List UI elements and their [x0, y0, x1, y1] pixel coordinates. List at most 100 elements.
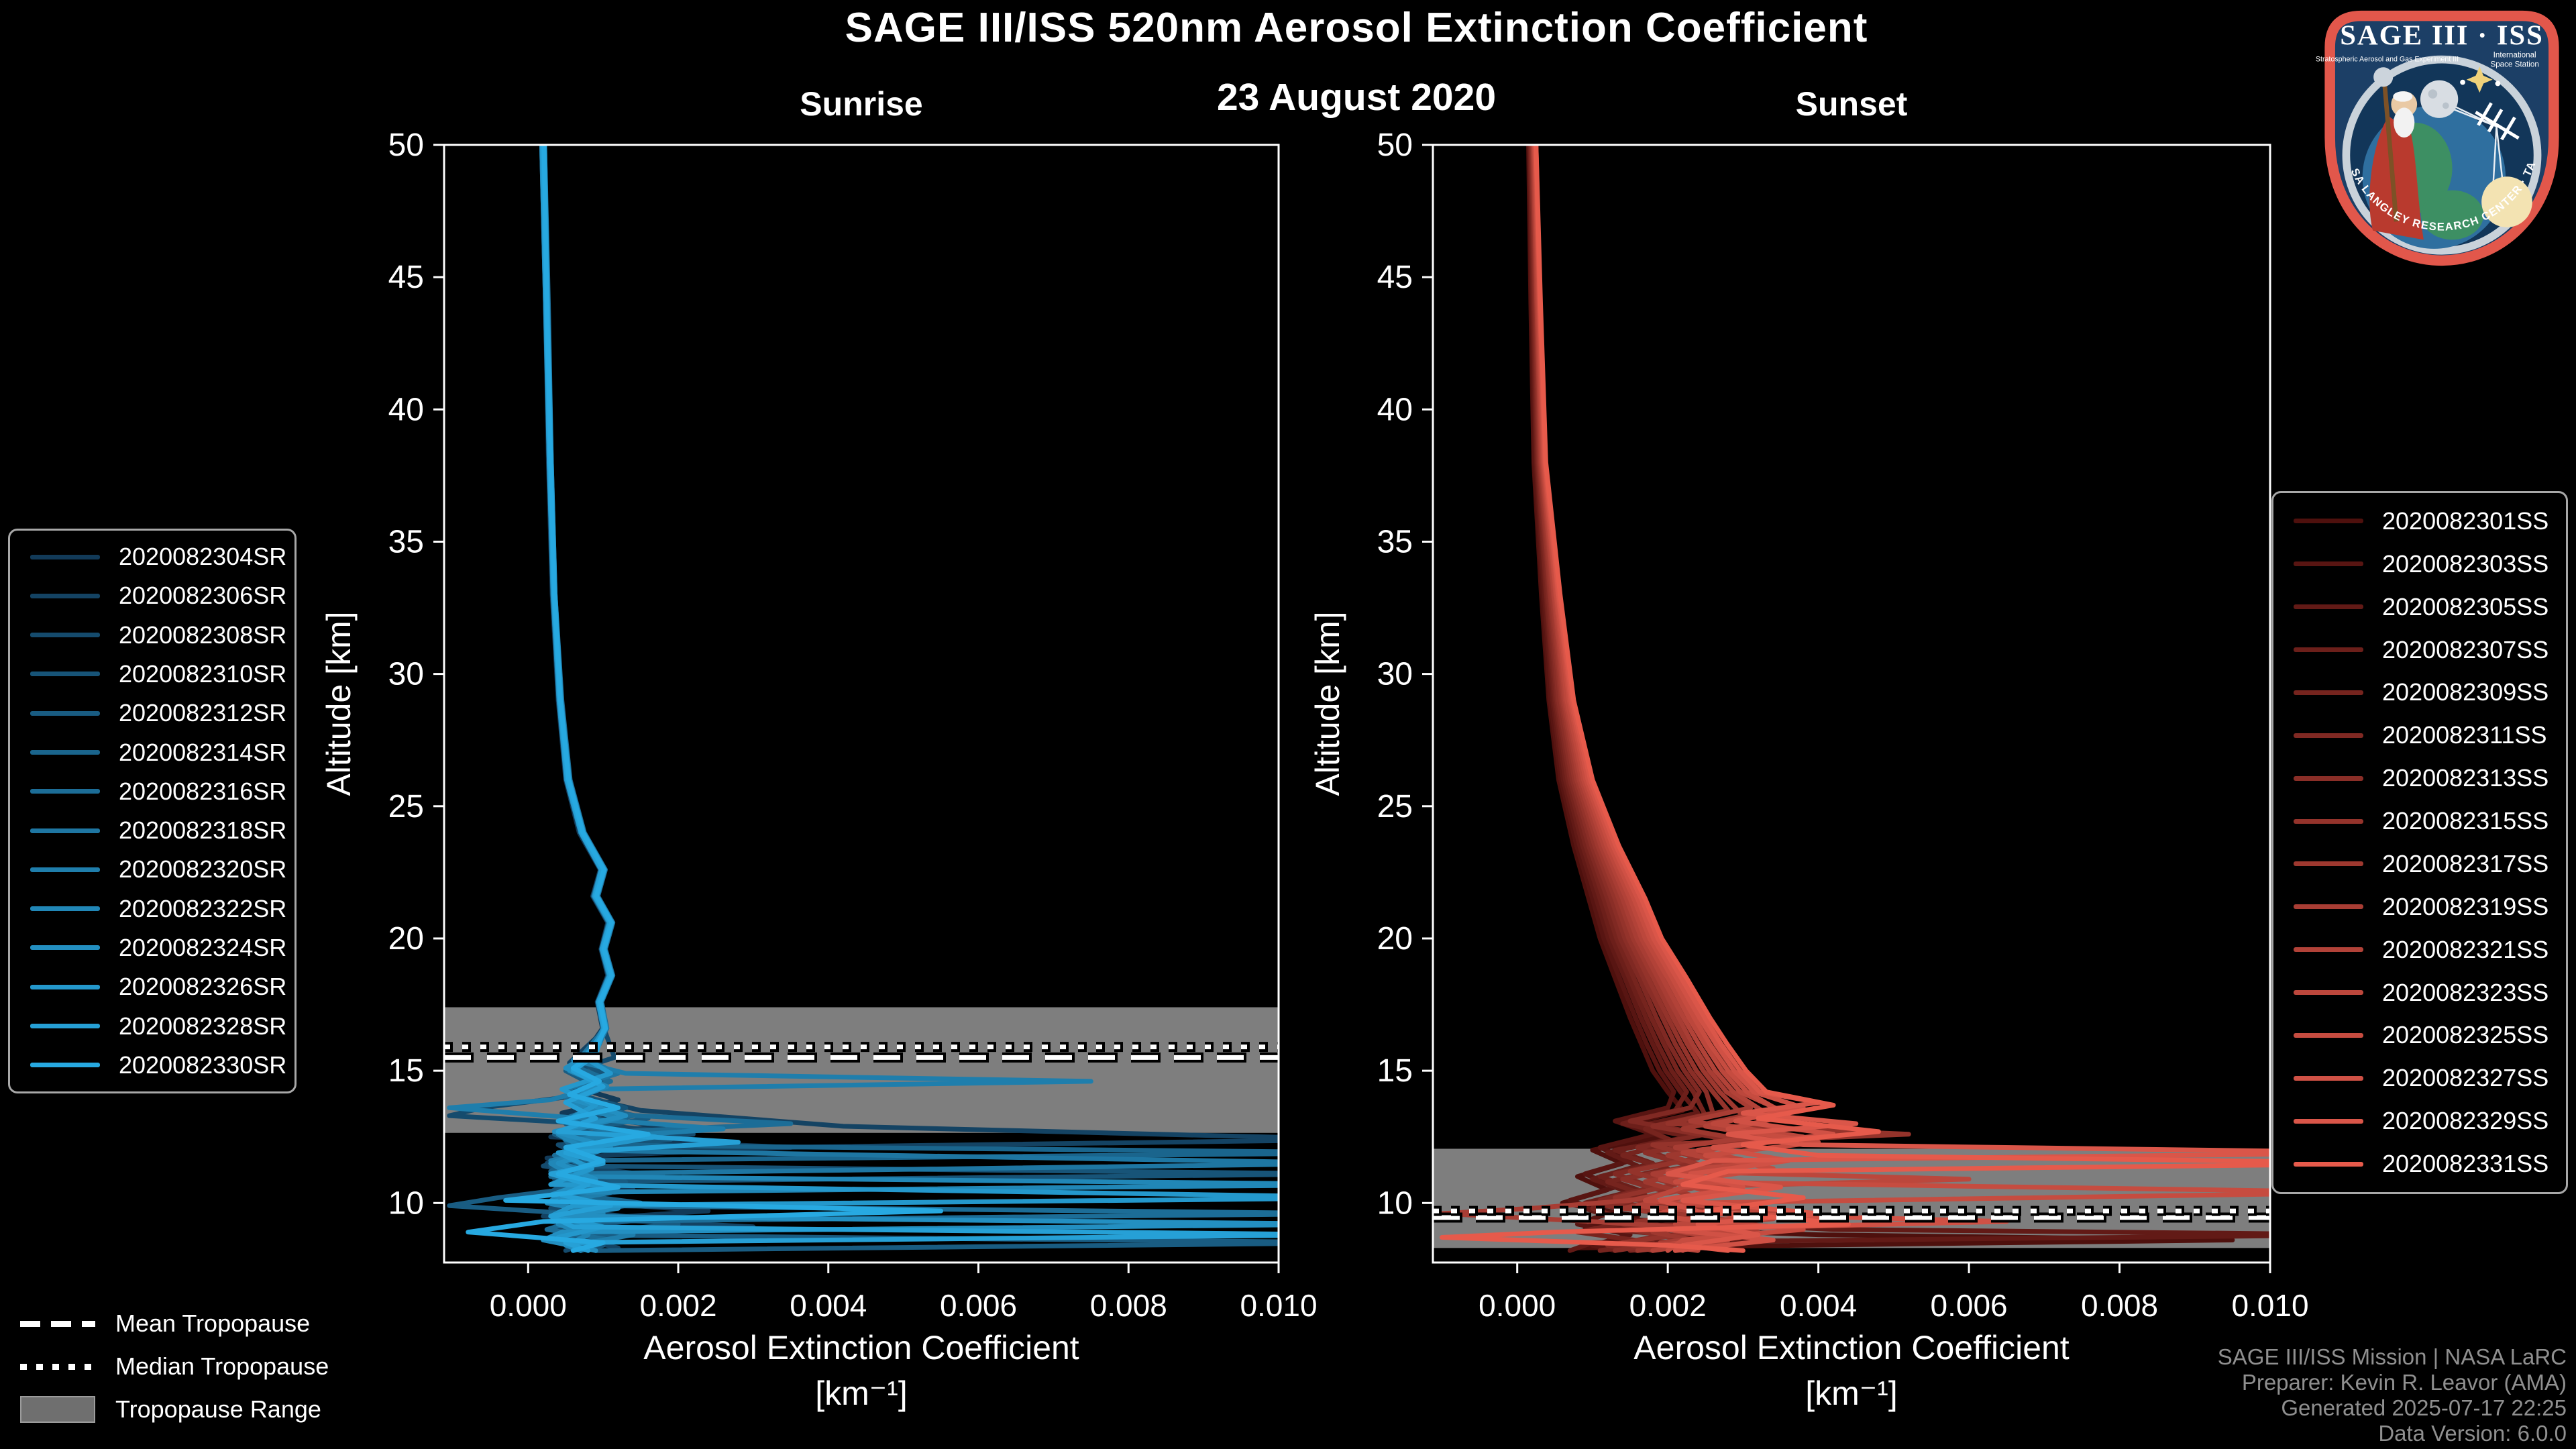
y-axis-title: Altitude [km] [1309, 611, 1346, 796]
staff-orb [2373, 67, 2394, 87]
legend-item-2020082306SR: 2020082306SR [10, 582, 294, 610]
legend-item-2020082327SS: 2020082327SS [2273, 1064, 2566, 1092]
legend-label: 2020082320SR [119, 855, 287, 883]
y-tick-label: 50 [1377, 127, 1413, 163]
figure-robe [2369, 116, 2424, 240]
legend-item-2020082331SS: 2020082331SS [2273, 1150, 2566, 1178]
legend-label: 2020082313SS [2382, 764, 2549, 792]
x-tick-label: 0.002 [1629, 1288, 1707, 1323]
legend-line-swatch [2294, 733, 2363, 738]
legend-line-swatch [2294, 690, 2363, 695]
y-tick-label: 25 [388, 789, 424, 824]
y-tick-label: 45 [1377, 260, 1413, 295]
y-tick-label: 35 [388, 524, 424, 559]
legend-item-2020082323SS: 2020082323SS [2273, 979, 2566, 1007]
y-tick-label: 15 [1377, 1053, 1413, 1089]
figure-hair [2393, 91, 2413, 102]
y-tick-label: 20 [1377, 921, 1413, 957]
legend-line-swatch [30, 828, 100, 833]
legend-line-swatch [30, 945, 100, 951]
sun [2481, 176, 2532, 227]
legend-label: 2020082316SR [119, 777, 287, 805]
legend-item-2020082303SS: 2020082303SS [2273, 550, 2566, 578]
mean-tropopause-label: Mean Tropopause [115, 1309, 311, 1337]
legend-line-swatch [2294, 1075, 2363, 1081]
x-tick-label: 0.008 [1090, 1288, 1167, 1323]
legend-line-swatch [30, 710, 100, 716]
mean-tropopause-legend-item: Mean Tropopause [20, 1309, 329, 1338]
profile-2020082319SS [1439, 145, 1776, 1253]
legend-label: 2020082326SR [119, 973, 287, 1001]
y-tick-label: 30 [1377, 657, 1413, 692]
legend-line-swatch [2294, 775, 2363, 781]
y-tick-label: 30 [388, 657, 424, 692]
credit-data-version: Data Version: 6.0.0 [2378, 1421, 2567, 1446]
legend-label: 2020082312SR [119, 699, 287, 727]
legend-line-swatch [30, 984, 100, 989]
sunrise-panel-title: Sunrise [800, 85, 923, 123]
legend-item-2020082314SR: 2020082314SR [10, 739, 294, 767]
legend-label: 2020082304SR [119, 543, 287, 571]
x-tick-label: 0.008 [2081, 1288, 2158, 1323]
legend-line-swatch [30, 633, 100, 638]
patch-subtitle-right-2: Space Station [2490, 60, 2538, 68]
legend-item-2020082320SR: 2020082320SR [10, 855, 294, 883]
legend-item-2020082304SR: 2020082304SR [10, 543, 294, 571]
sunset-legend: 2020082301SS 2020082303SS 2020082305SS 2020… [2271, 491, 2568, 1194]
legend-item-2020082319SS: 2020082319SS [2273, 893, 2566, 921]
x-tick-label: 0.000 [1479, 1288, 1556, 1323]
dotted-line-swatch [20, 1363, 95, 1370]
median-tropopause-legend-item: Median Tropopause [20, 1352, 329, 1381]
legend-item-2020082315SS: 2020082315SS [2273, 807, 2566, 835]
credit-mission: SAGE III/ISS Mission | NASA LaRC [2217, 1344, 2567, 1369]
legend-line-swatch [2294, 861, 2363, 867]
y-tick-label: 25 [1377, 789, 1413, 824]
tropopause-range-label: Tropopause Range [115, 1395, 321, 1423]
legend-line-swatch [30, 554, 100, 559]
sage-iii-iss-logo: SAGE III · ISS Stratospheric Aerosol and… [2312, 4, 2559, 266]
legend-item-2020082329SS: 2020082329SS [2273, 1107, 2566, 1135]
x-tick-label: 0.010 [1240, 1288, 1317, 1323]
legend-label: 2020082315SS [2382, 807, 2549, 835]
legend-item-2020082317SS: 2020082317SS [2273, 850, 2566, 878]
legend-item-2020082321SS: 2020082321SS [2273, 936, 2566, 964]
tropopause-legend: Mean Tropopause Median Tropopause Tropop… [20, 1309, 329, 1424]
legend-item-2020082305SS: 2020082305SS [2273, 593, 2566, 621]
legend-line-swatch [30, 789, 100, 794]
credit-generated: Generated 2025-07-17 22:25 [2281, 1395, 2567, 1420]
x-axis-title-line2: [km⁻¹] [815, 1375, 907, 1412]
y-tick-label: 45 [388, 260, 424, 295]
legend-item-2020082326SR: 2020082326SR [10, 973, 294, 1001]
legend-label: 2020082317SS [2382, 849, 2549, 877]
profile-2020082327SS [1533, 145, 2009, 1253]
x-tick-label: 0.004 [790, 1288, 867, 1323]
legend-item-2020082322SR: 2020082322SR [10, 895, 294, 923]
sunrise-legend: 2020082304SR 2020082306SR 2020082308SR 2020… [8, 529, 297, 1093]
legend-line-swatch [30, 906, 100, 912]
y-tick-label: 20 [388, 921, 424, 957]
legend-line-swatch [2294, 1161, 2363, 1167]
legend-item-2020082328SR: 2020082328SR [10, 1012, 294, 1040]
moon-crater-2 [2442, 102, 2449, 109]
legend-label: 2020082322SR [119, 894, 287, 922]
x-tick-label: 0.002 [639, 1288, 716, 1323]
legend-label: 2020082323SS [2382, 978, 2549, 1006]
legend-item-2020082313SS: 2020082313SS [2273, 764, 2566, 792]
moon [2420, 80, 2459, 118]
legend-line-swatch [2294, 947, 2363, 953]
sunset-panel-title: Sunset [1795, 85, 1908, 123]
legend-label: 2020082327SS [2382, 1064, 2549, 1092]
legend-item-2020082316SR: 2020082316SR [10, 777, 294, 806]
credit-preparer: Preparer: Kevin R. Leavor (AMA) [2241, 1370, 2567, 1395]
legend-label: 2020082325SS [2382, 1021, 2549, 1049]
star-icon [2466, 66, 2493, 93]
legend-label: 2020082309SS [2382, 678, 2549, 706]
legend-label: 2020082330SR [119, 1051, 287, 1079]
legend-line-swatch [30, 672, 100, 677]
y-tick-label: 10 [1377, 1185, 1413, 1221]
legend-item-2020082318SR: 2020082318SR [10, 816, 294, 845]
legend-line-swatch [30, 1024, 100, 1029]
legend-label: 2020082321SS [2382, 935, 2549, 963]
